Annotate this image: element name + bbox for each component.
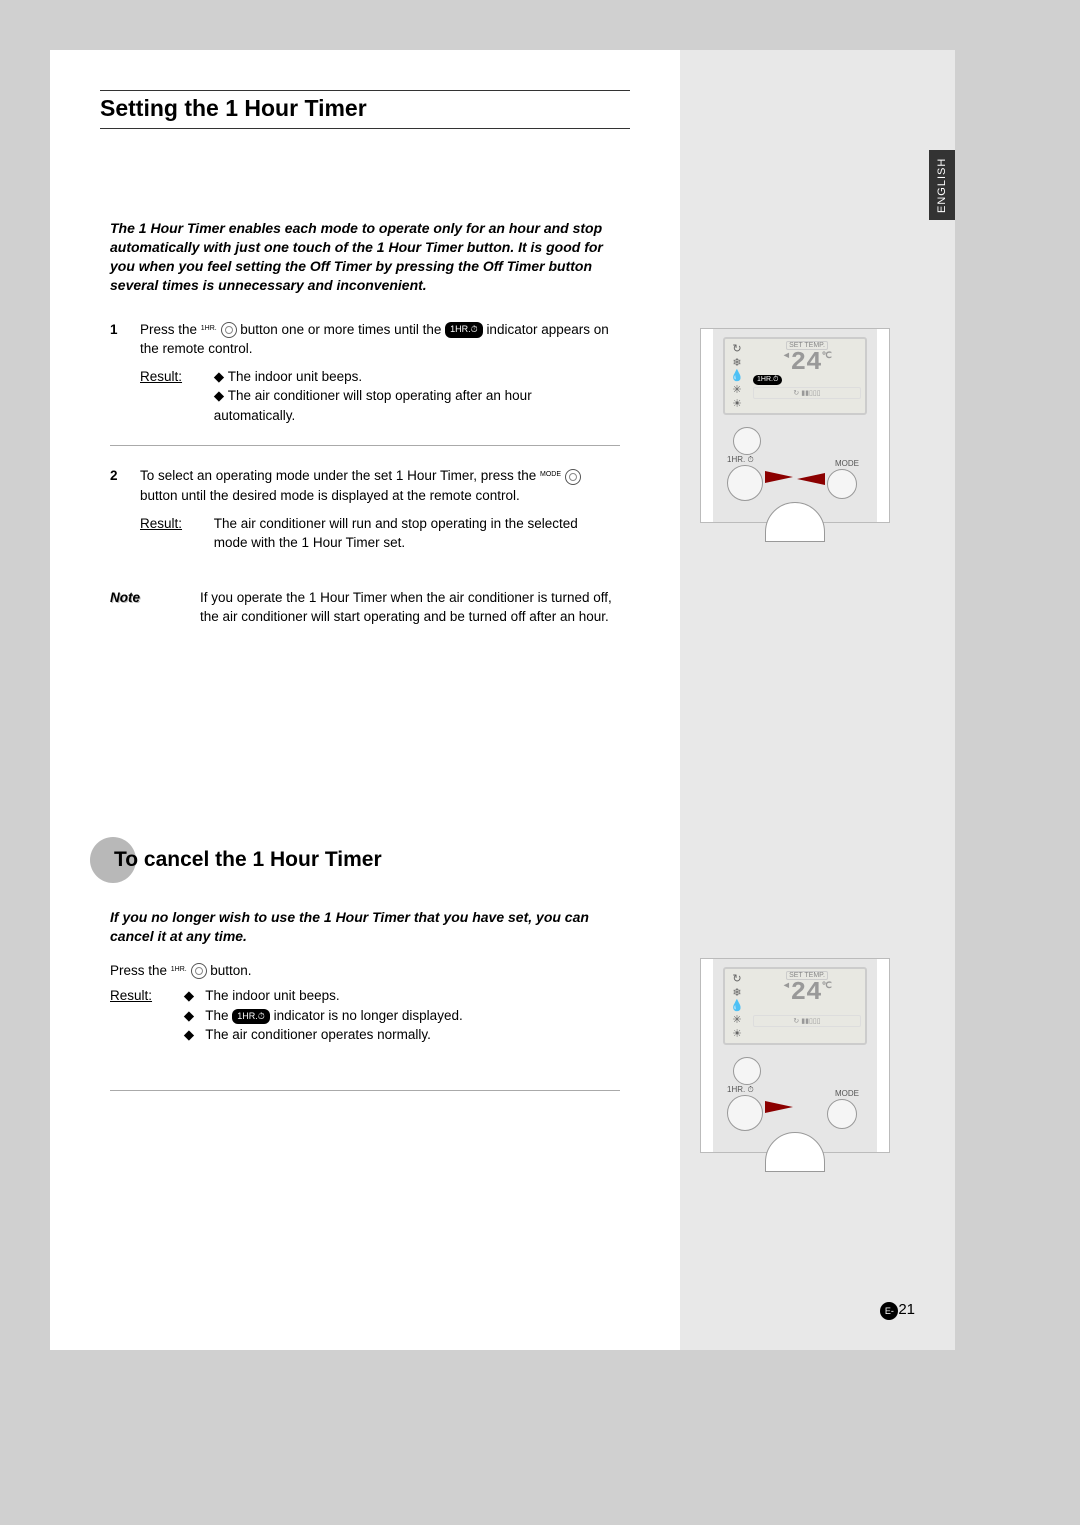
cancel-step: Press the 1HR. button. Result: ◆ The ind…	[110, 961, 620, 1045]
cool-icon: ❄	[732, 356, 741, 369]
title-bar: Setting the 1 Hour Timer	[100, 90, 630, 129]
cancel-intro: If you no longer wish to use the 1 Hour …	[110, 908, 620, 946]
intro-paragraph: The 1 Hour Timer enables each mode to op…	[110, 219, 620, 295]
step-body: To select an operating mode under the se…	[140, 466, 620, 552]
hr-indicator: 1HR.⏱	[753, 375, 782, 385]
one-hour-timer-button	[727, 1095, 763, 1131]
timer-button-icon	[191, 963, 207, 979]
auto-icon: ↻	[732, 342, 741, 355]
timer-button-icon	[221, 322, 237, 338]
mode-button	[827, 1099, 857, 1129]
fan-icon: ✳	[732, 383, 741, 396]
dry-icon: 💧	[730, 999, 744, 1012]
remote-buttons: 1HR. ⏱ MODE TEMP.	[713, 1049, 877, 1152]
button-label-1hr: 1HR. ⏱	[727, 455, 754, 465]
temp-value: ◂24℃	[753, 351, 861, 373]
auto-icon: ↻	[732, 972, 741, 985]
heat-icon: ☀	[732, 1027, 742, 1040]
arrow-icon	[765, 1101, 793, 1113]
fan-display: ↻▮▮▯▯▯	[753, 387, 861, 399]
hr-indicator-icon: 1HR.⏱	[232, 1009, 270, 1024]
note-text: If you operate the 1 Hour Timer when the…	[200, 588, 620, 627]
cancel-title: To cancel the 1 Hour Timer	[114, 848, 382, 872]
mode-icons: ↻ ❄ 💧 ✳ ☀	[725, 339, 749, 413]
divider	[110, 1090, 620, 1091]
step-number: 2	[110, 466, 140, 552]
round-button	[733, 1057, 761, 1085]
note-block: Note If you operate the 1 Hour Timer whe…	[110, 588, 620, 627]
cool-icon: ❄	[732, 986, 741, 999]
page-content: Setting the 1 Hour Timer The 1 Hour Time…	[50, 50, 680, 1350]
heat-icon: ☀	[732, 397, 742, 410]
remote-illustration-1: ↻ ❄ 💧 ✳ ☀ SET TEMP. ◂24℃ 1HR.⏱ ↻▮▮▯▯▯	[700, 328, 890, 523]
button-label-mode: MODE	[835, 1089, 859, 1098]
button-label-mode: MODE	[835, 459, 859, 468]
step-number: 1	[110, 320, 140, 426]
right-column: ENGLISH ↻ ❄ 💧 ✳ ☀ SET TEMP. ◂24℃ 1HR.⏱	[680, 50, 955, 1350]
hr-indicator-icon: 1HR.⏱	[445, 322, 483, 337]
button-label-1hr: 1HR. ⏱	[727, 1085, 754, 1095]
remote-illustration-2: ↻ ❄ 💧 ✳ ☀ SET TEMP. ◂24℃ ↻▮▮▯▯▯ 1HR.	[700, 958, 890, 1153]
dry-icon: 💧	[730, 369, 744, 382]
result-label: Result:	[140, 367, 210, 387]
mode-button	[827, 469, 857, 499]
step-1: 1 Press the 1HR. button one or more time…	[110, 320, 620, 426]
step-body: Press the 1HR. button one or more times …	[140, 320, 620, 426]
step-2: 2 To select an operating mode under the …	[110, 466, 620, 552]
divider	[110, 445, 620, 446]
fan-icon: ✳	[732, 1013, 741, 1026]
temp-button	[765, 502, 825, 542]
fan-display: ↻▮▮▯▯▯	[753, 1015, 861, 1027]
remote-display: ↻ ❄ 💧 ✳ ☀ SET TEMP. ◂24℃ ↻▮▮▯▯▯	[723, 967, 867, 1045]
mode-button-icon	[565, 469, 581, 485]
one-hour-timer-button	[727, 465, 763, 501]
round-button	[733, 427, 761, 455]
temp-button	[765, 1132, 825, 1172]
page-title: Setting the 1 Hour Timer	[100, 95, 630, 122]
page-number: E-21	[880, 1301, 915, 1320]
result-label: Result:	[110, 986, 180, 1006]
arrow-icon	[797, 473, 825, 485]
note-label: Note	[110, 588, 200, 627]
language-tab: ENGLISH	[929, 150, 955, 220]
remote-buttons: 1HR. ⏱ MODE TEMP.	[713, 419, 877, 522]
mode-icons: ↻ ❄ 💧 ✳ ☀	[725, 969, 749, 1043]
result-label: Result:	[140, 514, 210, 534]
arrow-icon	[765, 471, 793, 483]
cancel-section-heading: To cancel the 1 Hour Timer	[90, 837, 620, 883]
temp-value: ◂24℃	[753, 981, 861, 1003]
remote-display: ↻ ❄ 💧 ✳ ☀ SET TEMP. ◂24℃ 1HR.⏱ ↻▮▮▯▯▯	[723, 337, 867, 415]
